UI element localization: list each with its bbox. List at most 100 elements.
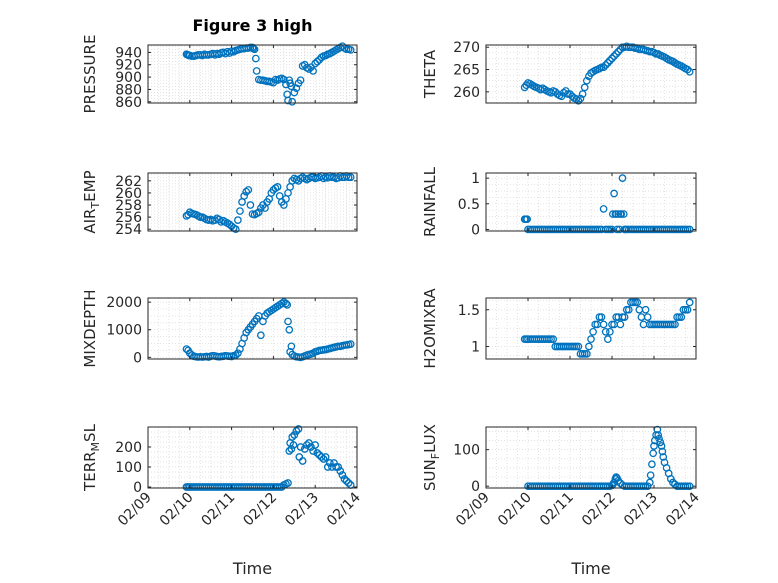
data-point (582, 76, 591, 85)
axes-frame (147, 172, 358, 232)
data-point (273, 183, 282, 191)
y-tick-label: 1.5 (458, 303, 480, 319)
x-tick-label: 02/09 (453, 490, 493, 530)
x-tick-label: 02/10 (157, 490, 197, 530)
data-point (578, 90, 587, 98)
data-point (608, 225, 616, 234)
data-point (671, 320, 679, 329)
data-point (242, 187, 251, 196)
y-tick-label: 1000 (106, 323, 142, 339)
y-tick-label: 0 (133, 350, 142, 366)
data-point (610, 189, 618, 198)
data-point (290, 88, 299, 97)
data-point (309, 67, 317, 75)
y-axis-label: THETA (421, 49, 439, 99)
data-point (289, 441, 298, 449)
data-point (319, 455, 328, 463)
axes-frame (147, 426, 358, 489)
data-point (282, 299, 290, 308)
y-tick-label: 2000 (106, 295, 142, 311)
axes-frame (485, 172, 697, 232)
data-point (656, 438, 665, 447)
data-point (603, 335, 612, 344)
data-point (330, 459, 338, 467)
data-point (311, 441, 320, 449)
y-axis-label: MIXDEPTH (81, 289, 99, 367)
data-point (284, 479, 292, 487)
data-point (283, 301, 292, 309)
data-point (608, 54, 616, 63)
y-tick-label: 900 (115, 70, 142, 86)
y-tick-label: 254 (115, 222, 142, 238)
data-point (659, 453, 668, 461)
data-point (305, 65, 313, 73)
data-point (574, 96, 583, 105)
x-tick-label: 02/10 (495, 490, 535, 530)
x-tick-label: 02/11 (537, 490, 577, 530)
data-point (290, 431, 299, 439)
y-tick-label: 860 (115, 95, 142, 111)
data-point (650, 442, 658, 450)
data-point (645, 478, 654, 487)
data-point (323, 463, 332, 471)
y-tick-label: 260 (115, 186, 142, 202)
x-tick-label: 02/14 (663, 489, 703, 529)
y-tick-label: 0 (133, 480, 142, 496)
y-tick-label: 1 (471, 171, 480, 187)
data-point (657, 442, 666, 450)
data-point (685, 225, 694, 234)
x-tick-label: 02/12 (240, 490, 280, 530)
subplot-6: 1 1.5 H2OMIXRA (421, 288, 697, 369)
data-point (334, 463, 343, 471)
data-point (250, 45, 259, 54)
y-axis-label: H2OMIXRA (421, 288, 439, 369)
data-point (683, 305, 692, 314)
data-point (257, 331, 265, 340)
y-tick-label: 260 (453, 85, 480, 101)
data-point (654, 431, 663, 439)
data-point (641, 305, 650, 314)
data-point (338, 471, 347, 479)
y-tick-label: 270 (453, 40, 480, 56)
axes-frame (485, 426, 697, 489)
data-point (254, 208, 263, 217)
data-point (313, 449, 322, 457)
axes-frame (485, 44, 697, 104)
data-point (288, 433, 297, 441)
data-point (234, 349, 242, 358)
x-tick-label: 02/11 (199, 490, 239, 530)
data-point (574, 342, 583, 351)
data-point (344, 479, 353, 487)
y-tick-label: 256 (115, 210, 142, 226)
subplot-2: 260 265 270 THETA (421, 40, 697, 105)
data-point (251, 54, 260, 63)
data-point (287, 342, 296, 351)
y-tick-label: 880 (115, 82, 142, 98)
x-tick-label: 02/14 (324, 489, 364, 529)
data-point (646, 471, 655, 480)
data-point (597, 313, 606, 321)
axes-frame (147, 297, 358, 360)
data-point (342, 477, 351, 485)
data-point (346, 46, 355, 54)
axes-frame (485, 297, 697, 360)
data-point (599, 63, 608, 72)
data-point (285, 325, 294, 334)
data-point (325, 459, 334, 467)
subplot-4: 0 0.5 1 RAINFALL (421, 166, 697, 238)
axes-background (486, 173, 696, 231)
x-tick-label: 02/12 (579, 490, 619, 530)
data-point (572, 95, 581, 103)
y-tick-label: 920 (115, 58, 142, 74)
data-point (231, 351, 240, 359)
y-tick-label: 1 (471, 340, 480, 356)
chart-title: Figure 3 high (193, 16, 313, 35)
data-point (317, 453, 326, 461)
data-point (346, 340, 355, 348)
data-point (287, 82, 296, 91)
data-point (285, 447, 294, 455)
data-point (589, 327, 597, 336)
